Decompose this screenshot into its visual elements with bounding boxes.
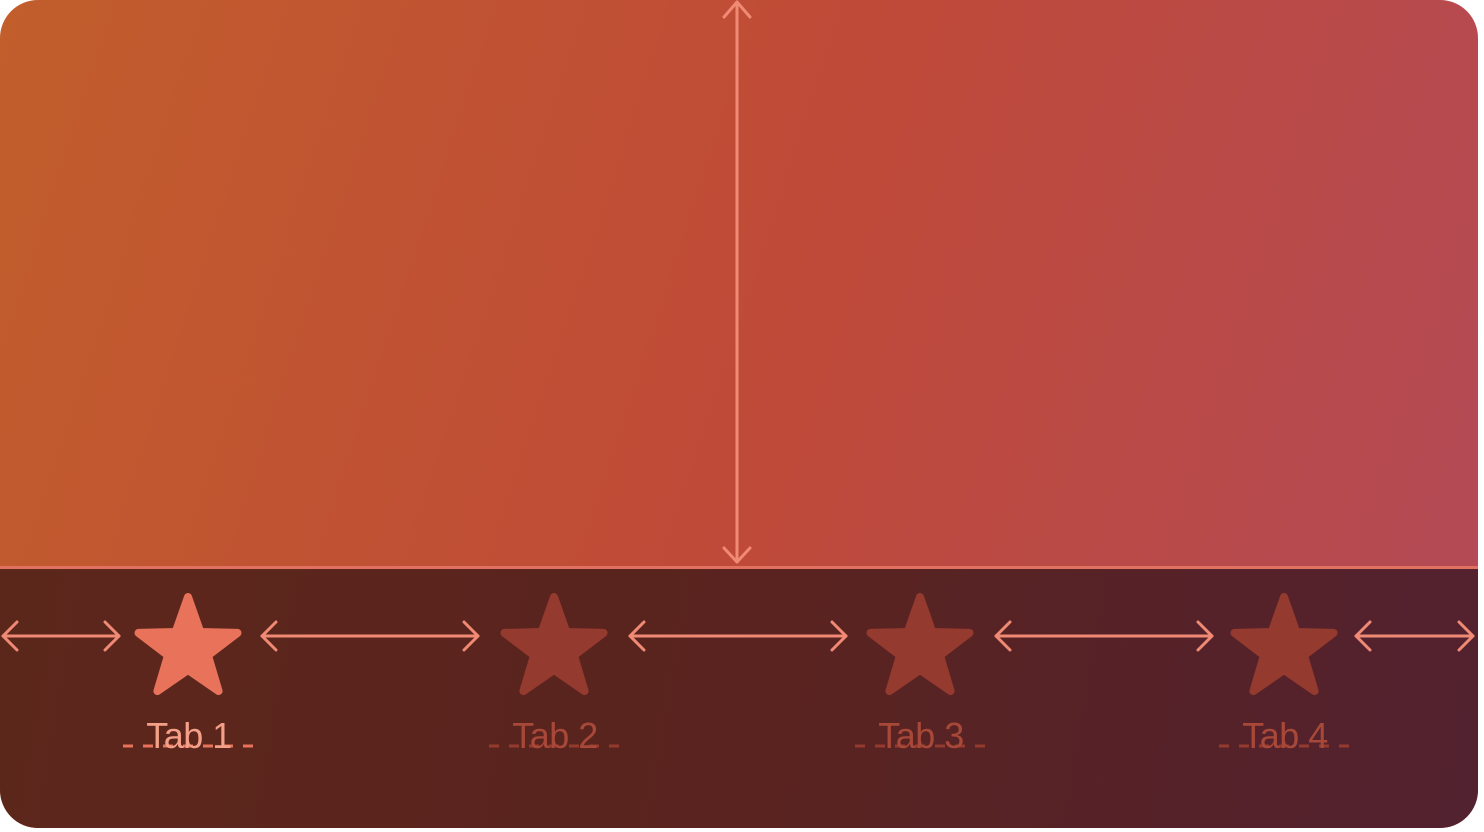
tab-1-label[interactable]: Tab 1 xyxy=(146,715,232,756)
tab-2-label[interactable]: Tab 2 xyxy=(512,715,598,756)
tab-3-label[interactable]: Tab 3 xyxy=(878,715,964,756)
tab-4-label[interactable]: Tab 4 xyxy=(1242,715,1328,756)
content-area xyxy=(0,0,1478,566)
tab-bar xyxy=(0,566,1478,828)
